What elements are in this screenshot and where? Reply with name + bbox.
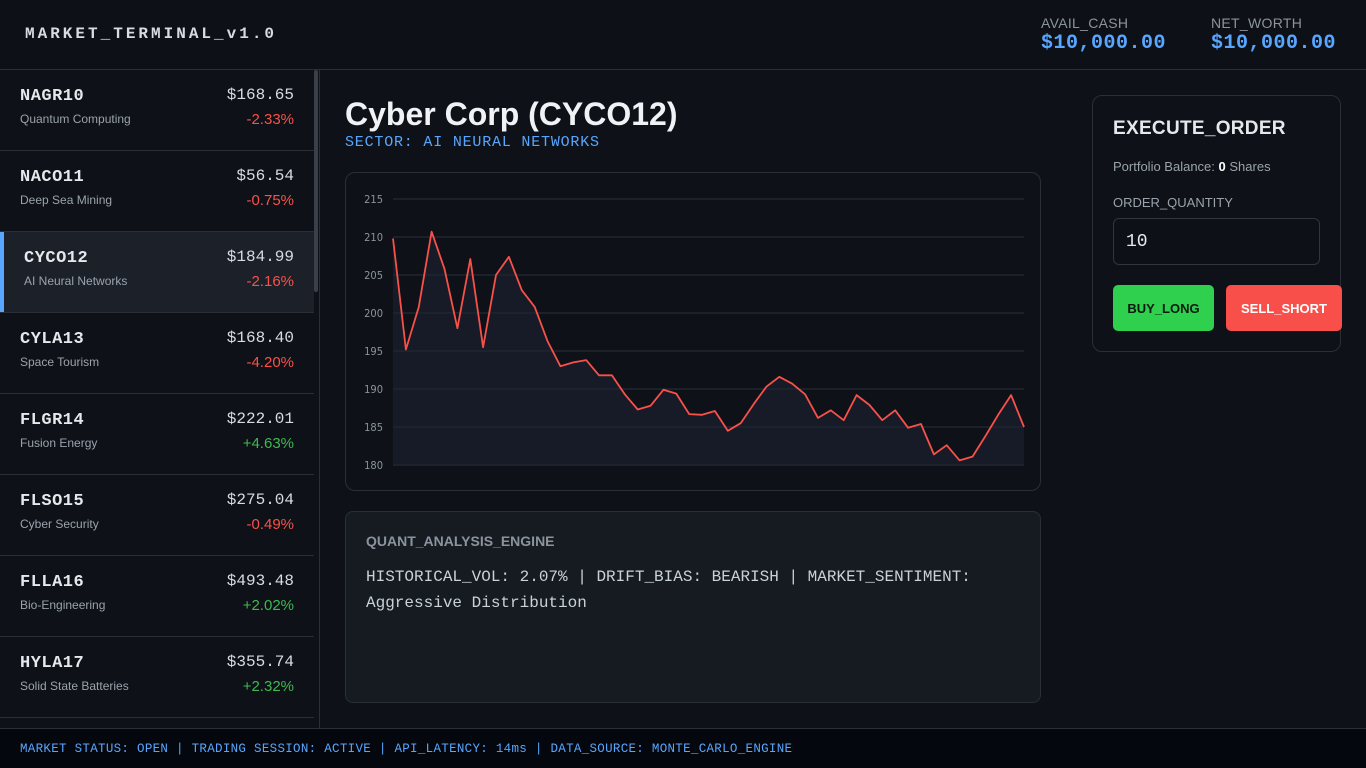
ticker-change: +4.63% [242,435,294,452]
sell-short-button[interactable]: SELL_SHORT [1226,285,1342,331]
ticker-company-name: Solid State Batteries [20,679,129,693]
stock-title: Cyber Corp (CYCO12) [345,96,678,132]
ticker-row-cyco12[interactable]: CYCO12 AI Neural Networks $184.99 -2.16% [0,232,314,313]
available-cash-value: $10,000.00 [1041,32,1167,55]
order-panel: EXECUTE_ORDER Portfolio Balance: 0 Share… [1067,70,1366,728]
ticker-price: $56.54 [236,167,294,185]
ticker-change: -0.75% [246,192,294,209]
order-quantity-input[interactable] [1113,218,1320,265]
ticker-row-hyla17[interactable]: HYLA17 Solid State Batteries $355.74 +2.32% [0,637,314,718]
ticker-change: +2.02% [242,597,294,614]
app-title: MARKET_TERMINAL_v1.0 [25,25,278,43]
ticker-symbol: FLGR14 [20,411,85,430]
portfolio-balance-label: Portfolio Balance: [1113,159,1215,174]
stock-sector: SECTOR: AI NEURAL NETWORKS [345,134,600,151]
status-bar: MARKET STATUS: OPEN | TRADING SESSION: A… [0,728,1366,768]
chart-y-tick-label: 205 [364,269,383,282]
ticker-symbol: FLLA16 [20,573,85,592]
quant-analysis-panel: QUANT_ANALYSIS_ENGINE HISTORICAL_VOL: 2.… [345,511,1041,703]
ticker-symbol: CYCO12 [24,249,89,268]
status-bar-text: MARKET STATUS: OPEN | TRADING SESSION: A… [20,742,793,756]
chart-area-fill [393,231,1024,465]
ticker-change: -0.49% [246,516,294,533]
price-chart: 180 185 190 195 200 205 210 215 [345,172,1041,491]
ticker-company-name: Deep Sea Mining [20,193,113,207]
ticker-company-name: AI Neural Networks [24,274,128,288]
execute-order-title: EXECUTE_ORDER [1113,118,1286,139]
chart-y-tick-label: 215 [364,193,383,206]
ticker-symbol: FLSO15 [20,492,85,511]
ticker-symbol: NACO11 [20,168,85,187]
execute-order-card: EXECUTE_ORDER Portfolio Balance: 0 Share… [1092,95,1342,352]
ticker-symbol: CYLA13 [20,330,85,349]
portfolio-balance-unit: Shares [1229,159,1271,174]
ticker-price: $168.65 [226,86,294,104]
portfolio-balance-shares: 0 [1218,159,1226,174]
chart-y-tick-label: 190 [364,383,383,396]
ticker-company-name: Bio-Engineering [20,598,106,612]
chart-y-tick-label: 185 [364,421,383,434]
ticker-price: $168.40 [226,329,294,347]
available-cash-label: AVAIL_CASH [1041,15,1129,31]
sidebar-scrollbar[interactable] [314,70,318,292]
chart-y-tick-label: 200 [364,307,383,320]
ticker-row-nagr10[interactable]: NAGR10 Quantum Computing $168.65 -2.33% [0,70,314,151]
chart-y-tick-label: 210 [364,231,383,244]
net-worth-value: $10,000.00 [1211,32,1337,55]
ticker-row-flla16[interactable]: FLLA16 Bio-Engineering $493.48 +2.02% [0,556,314,637]
portfolio-balance: Portfolio Balance: 0 Shares [1113,159,1271,174]
ticker-price: $184.99 [226,248,294,266]
ticker-change: +2.32% [242,678,294,695]
ticker-list: NAGR10 Quantum Computing $168.65 -2.33% NACO… [0,70,320,728]
ticker-company-name: Fusion Energy [20,436,98,450]
order-quantity-label: ORDER_QUANTITY [1113,195,1233,210]
quant-analysis-text: HISTORICAL_VOL: 2.07% | DRIFT_BIAS: BEAR… [366,568,971,612]
net-worth-stat: NET_WORTH $10,000.00 [1211,15,1336,55]
ticker-price: $222.01 [226,410,294,428]
price-chart-svg: 180 185 190 195 200 205 210 215 [364,193,1025,472]
quant-analysis-title: QUANT_ANALYSIS_ENGINE [366,533,555,549]
ticker-symbol: NAGR10 [20,87,85,106]
chart-y-tick-label: 180 [364,459,383,472]
ticker-price: $355.74 [226,653,294,671]
ticker-company-name: Cyber Security [20,517,99,531]
available-cash-stat: AVAIL_CASH $10,000.00 [1041,15,1166,55]
ticker-change: -4.20% [246,354,294,371]
chart-y-tick-label: 195 [364,345,383,358]
ticker-row-cyla13[interactable]: CYLA13 Space Tourism $168.40 -4.20% [0,313,314,394]
chart-price-line [392,230,1025,462]
ticker-symbol: HYLA17 [20,654,85,673]
stock-detail-panel: Cyber Corp (CYCO12) SECTOR: AI NEURAL NE… [321,70,1066,728]
ticker-row-naco11[interactable]: NACO11 Deep Sea Mining $56.54 -0.75% [0,151,314,232]
ticker-change: -2.16% [246,273,294,290]
ticker-change: -2.33% [246,111,294,128]
top-header: MARKET_TERMINAL_v1.0 AVAIL_CASH $10,000.… [0,0,1366,70]
ticker-company-name: Space Tourism [20,355,100,369]
ticker-row-flgr14[interactable]: FLGR14 Fusion Energy $222.01 +4.63% [0,394,314,475]
ticker-row-flso15[interactable]: FLSO15 Cyber Security $275.04 -0.49% [0,475,314,556]
net-worth-label: NET_WORTH [1211,15,1303,31]
ticker-company-name: Quantum Computing [20,112,131,126]
buy-long-button[interactable]: BUY_LONG [1113,285,1214,331]
ticker-price: $493.48 [226,572,294,590]
ticker-price: $275.04 [226,491,294,509]
